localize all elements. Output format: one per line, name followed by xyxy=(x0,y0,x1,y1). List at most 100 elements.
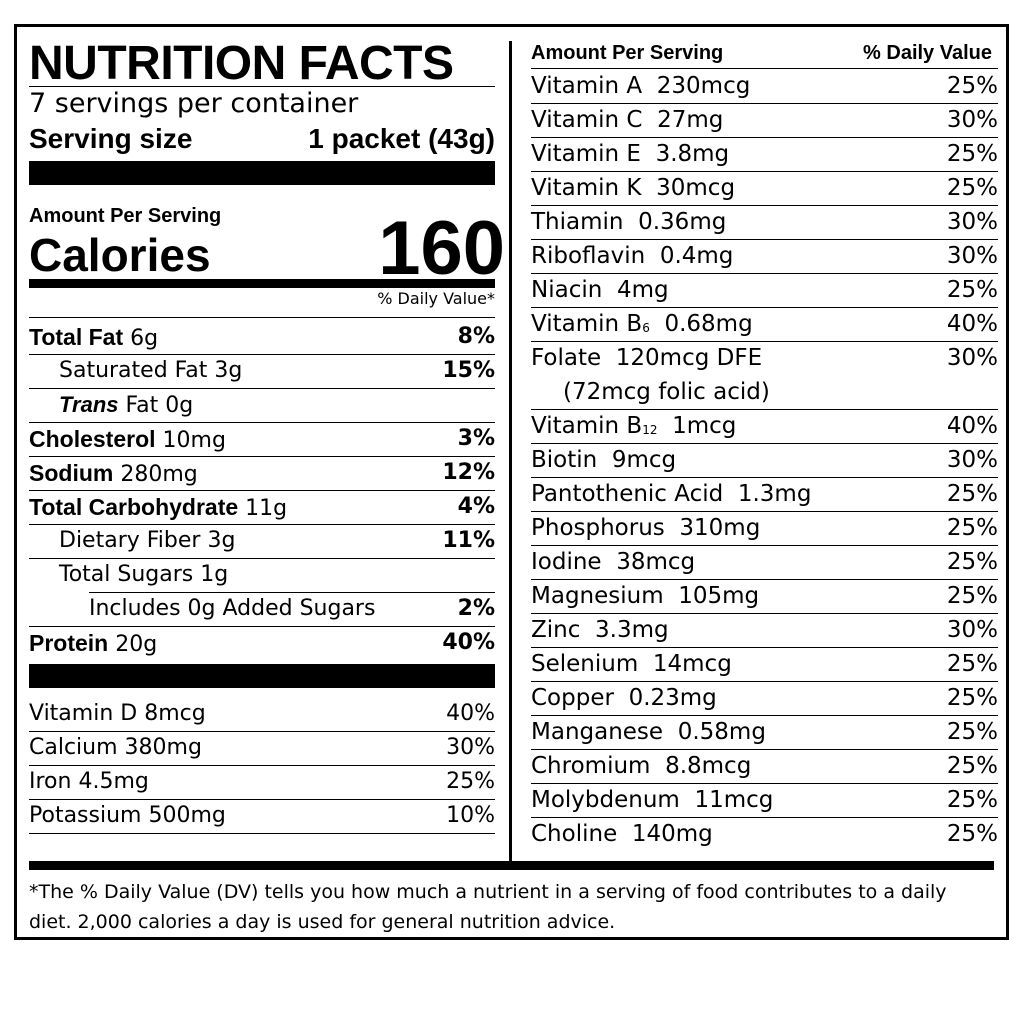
vitamin-dv: 25% xyxy=(946,481,998,507)
vitamin-amount: 4.5mg xyxy=(78,769,149,794)
vitamin-dv: 25% xyxy=(946,787,998,813)
vitamin-amount: 0.23mg xyxy=(628,685,717,711)
nutrient-dv: 4% xyxy=(457,494,495,519)
vitamin-row: Zinc 3.3mg 30% xyxy=(531,613,998,647)
vitamin-row: Copper 0.23mg 25% xyxy=(531,681,998,715)
vitamin-name: Manganese xyxy=(531,719,664,745)
vitamin-dv: 25% xyxy=(946,175,998,201)
nutrient-row-total-sugars: Total Sugars 1g xyxy=(29,558,495,592)
nutrient-dv: 11% xyxy=(442,528,495,553)
vitamin-name: Thiamin xyxy=(531,209,624,235)
vitamin-name: Vitamin B xyxy=(531,413,643,439)
nutrient-row-saturated-fat: Saturated Fat 3g 15% xyxy=(29,354,495,388)
nutrient-name: Total Carbohydrate xyxy=(29,494,239,520)
vitamin-name: Zinc xyxy=(531,617,581,643)
divider xyxy=(29,626,495,627)
divider xyxy=(531,511,998,512)
nutrient-dv: 40% xyxy=(442,630,495,655)
vitamin-row: Vitamin E 3.8mg 25% xyxy=(531,137,998,171)
vitamin-amount: 230mcg xyxy=(656,73,751,99)
vitamin-dv: 30% xyxy=(946,243,998,269)
vitamin-amount: 4mg xyxy=(616,277,669,303)
vitamin-row-iron: Iron 4.5mg 25% xyxy=(29,765,495,799)
vitamin-name: Calcium xyxy=(29,735,118,760)
nutrient-dv: 15% xyxy=(442,358,495,383)
vitamin-name: Pantothenic Acid xyxy=(531,481,724,507)
divider xyxy=(29,731,495,732)
nutrient-row-cholesterol: Cholesterol 10mg 3% xyxy=(29,422,495,456)
vitamin-dv: 25% xyxy=(946,73,998,99)
vitamin-dv: 25% xyxy=(446,769,495,794)
vitamin-subscript: 6 xyxy=(642,321,650,335)
divider xyxy=(531,239,998,240)
vitamin-name: Vitamin D xyxy=(29,701,138,726)
divider xyxy=(531,68,998,69)
vitamin-row: Biotin 9mcg 30% xyxy=(531,443,998,477)
vitamin-row: Vitamin A 230mcg 25% xyxy=(531,69,998,103)
vitamin-amount: 38mcg xyxy=(616,549,696,575)
divider xyxy=(531,647,998,648)
divider xyxy=(531,409,998,410)
nutrient-row-added-sugars: Includes 0g Added Sugars 2% xyxy=(29,592,495,626)
divider xyxy=(89,592,495,593)
nutrient-row-trans-fat: Trans Fat 0g xyxy=(29,388,495,422)
vitamin-name: Folate xyxy=(531,345,602,371)
label-title: NUTRITION FACTS xyxy=(29,37,454,90)
divider xyxy=(531,205,998,206)
nutrient-dv: 3% xyxy=(457,426,495,451)
vitamin-name: Phosphorus xyxy=(531,515,665,541)
nutrient-name: Protein xyxy=(29,630,109,656)
vitamin-amount: 310mg xyxy=(679,515,761,541)
nutrient-dv: 8% xyxy=(457,324,495,349)
right-column-header: Amount Per Serving % Daily Value xyxy=(531,41,998,69)
nutrient-amount: 0g xyxy=(165,393,194,418)
vitamin-dv: 40% xyxy=(946,413,998,439)
nutrient-amount: 1g xyxy=(200,562,229,587)
nutrient-row-total-fat: Total Fat 6g 8% xyxy=(29,320,495,354)
divider xyxy=(531,749,998,750)
divider xyxy=(531,681,998,682)
vitamin-name: Chromium xyxy=(531,753,651,779)
vitamin-amount: 11mcg xyxy=(694,787,774,813)
vitamin-dv: 30% xyxy=(946,107,998,133)
divider xyxy=(531,715,998,716)
divider xyxy=(29,388,495,389)
vitamin-amount: 9mcg xyxy=(611,447,677,473)
daily-value-header: % Daily Value* xyxy=(377,289,495,308)
vitamin-name: Vitamin E xyxy=(531,141,641,167)
vitamin-row: Niacin 4mg 25% xyxy=(531,273,998,307)
vitamin-amount: 140mg xyxy=(631,821,713,847)
vitamin-row-vitamin-d: Vitamin D 8mcg 40% xyxy=(29,697,495,731)
nutrient-amount: 20g xyxy=(115,632,158,657)
divider xyxy=(531,545,998,546)
vitamin-name: Molybdenum xyxy=(531,787,680,813)
vitamin-row: Phosphorus 310mg 25% xyxy=(531,511,998,545)
divider xyxy=(531,477,998,478)
vitamin-dv: 25% xyxy=(946,753,998,779)
nutrient-name-suffix: Fat xyxy=(125,393,159,418)
vitamin-row: Molybdenum 11mcg 25% xyxy=(531,783,998,817)
nutrition-facts-label: NUTRITION FACTS 7 servings per container… xyxy=(14,24,1009,940)
divider xyxy=(29,558,495,559)
serving-size-row: Serving size 1 packet (43g) xyxy=(29,122,495,156)
serving-size-label: Serving size xyxy=(29,123,193,154)
vitamin-dv: 25% xyxy=(946,719,998,745)
right-header-dv: % Daily Value xyxy=(863,42,992,64)
vitamin-row: Folate 120mcg DFE 30% xyxy=(531,341,998,375)
vitamin-row: Chromium 8.8mcg 25% xyxy=(531,749,998,783)
nutrient-amount: 6g xyxy=(130,326,159,351)
vitamin-amount: 8.8mcg xyxy=(665,753,752,779)
vitamin-dv: 25% xyxy=(946,515,998,541)
divider xyxy=(531,783,998,784)
nutrient-amount: 3g xyxy=(214,358,243,383)
divider xyxy=(29,317,495,318)
divider xyxy=(29,456,495,457)
vitamin-name: Vitamin C xyxy=(531,107,643,133)
serving-size-value: 1 packet (43g) xyxy=(308,123,495,154)
vitamin-row: Choline 140mg 25% xyxy=(531,817,998,851)
vitamin-dv: 10% xyxy=(446,803,495,828)
divider xyxy=(29,524,495,525)
divider xyxy=(29,833,495,834)
vitamin-name: Iron xyxy=(29,769,72,794)
vitamin-name: Niacin xyxy=(531,277,603,303)
